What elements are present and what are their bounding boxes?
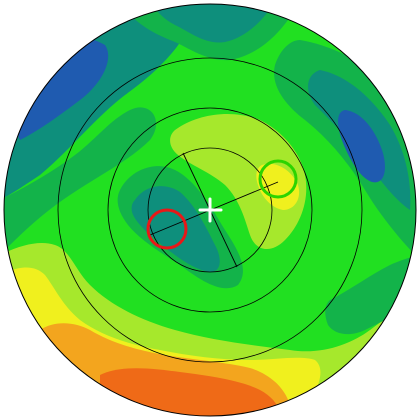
contour-green-dark-lower-right	[325, 255, 416, 335]
radial-rings	[57, 57, 363, 363]
contour-yellow-center-right	[256, 163, 300, 210]
ring-2	[107, 107, 313, 313]
contour-lime-center-right	[170, 114, 307, 250]
red-circle-icon[interactable]	[146, 208, 188, 250]
disk-outline	[3, 3, 417, 417]
ring-3	[57, 57, 363, 363]
cross-icon[interactable]	[198, 197, 223, 223]
contour-blue-right	[338, 110, 385, 183]
contour-teal-top	[150, 4, 275, 43]
contour-teal-center	[131, 186, 220, 272]
ring-1	[147, 147, 273, 273]
contour-green-dark-left	[4, 107, 156, 255]
green-circle-icon[interactable]	[258, 159, 298, 199]
